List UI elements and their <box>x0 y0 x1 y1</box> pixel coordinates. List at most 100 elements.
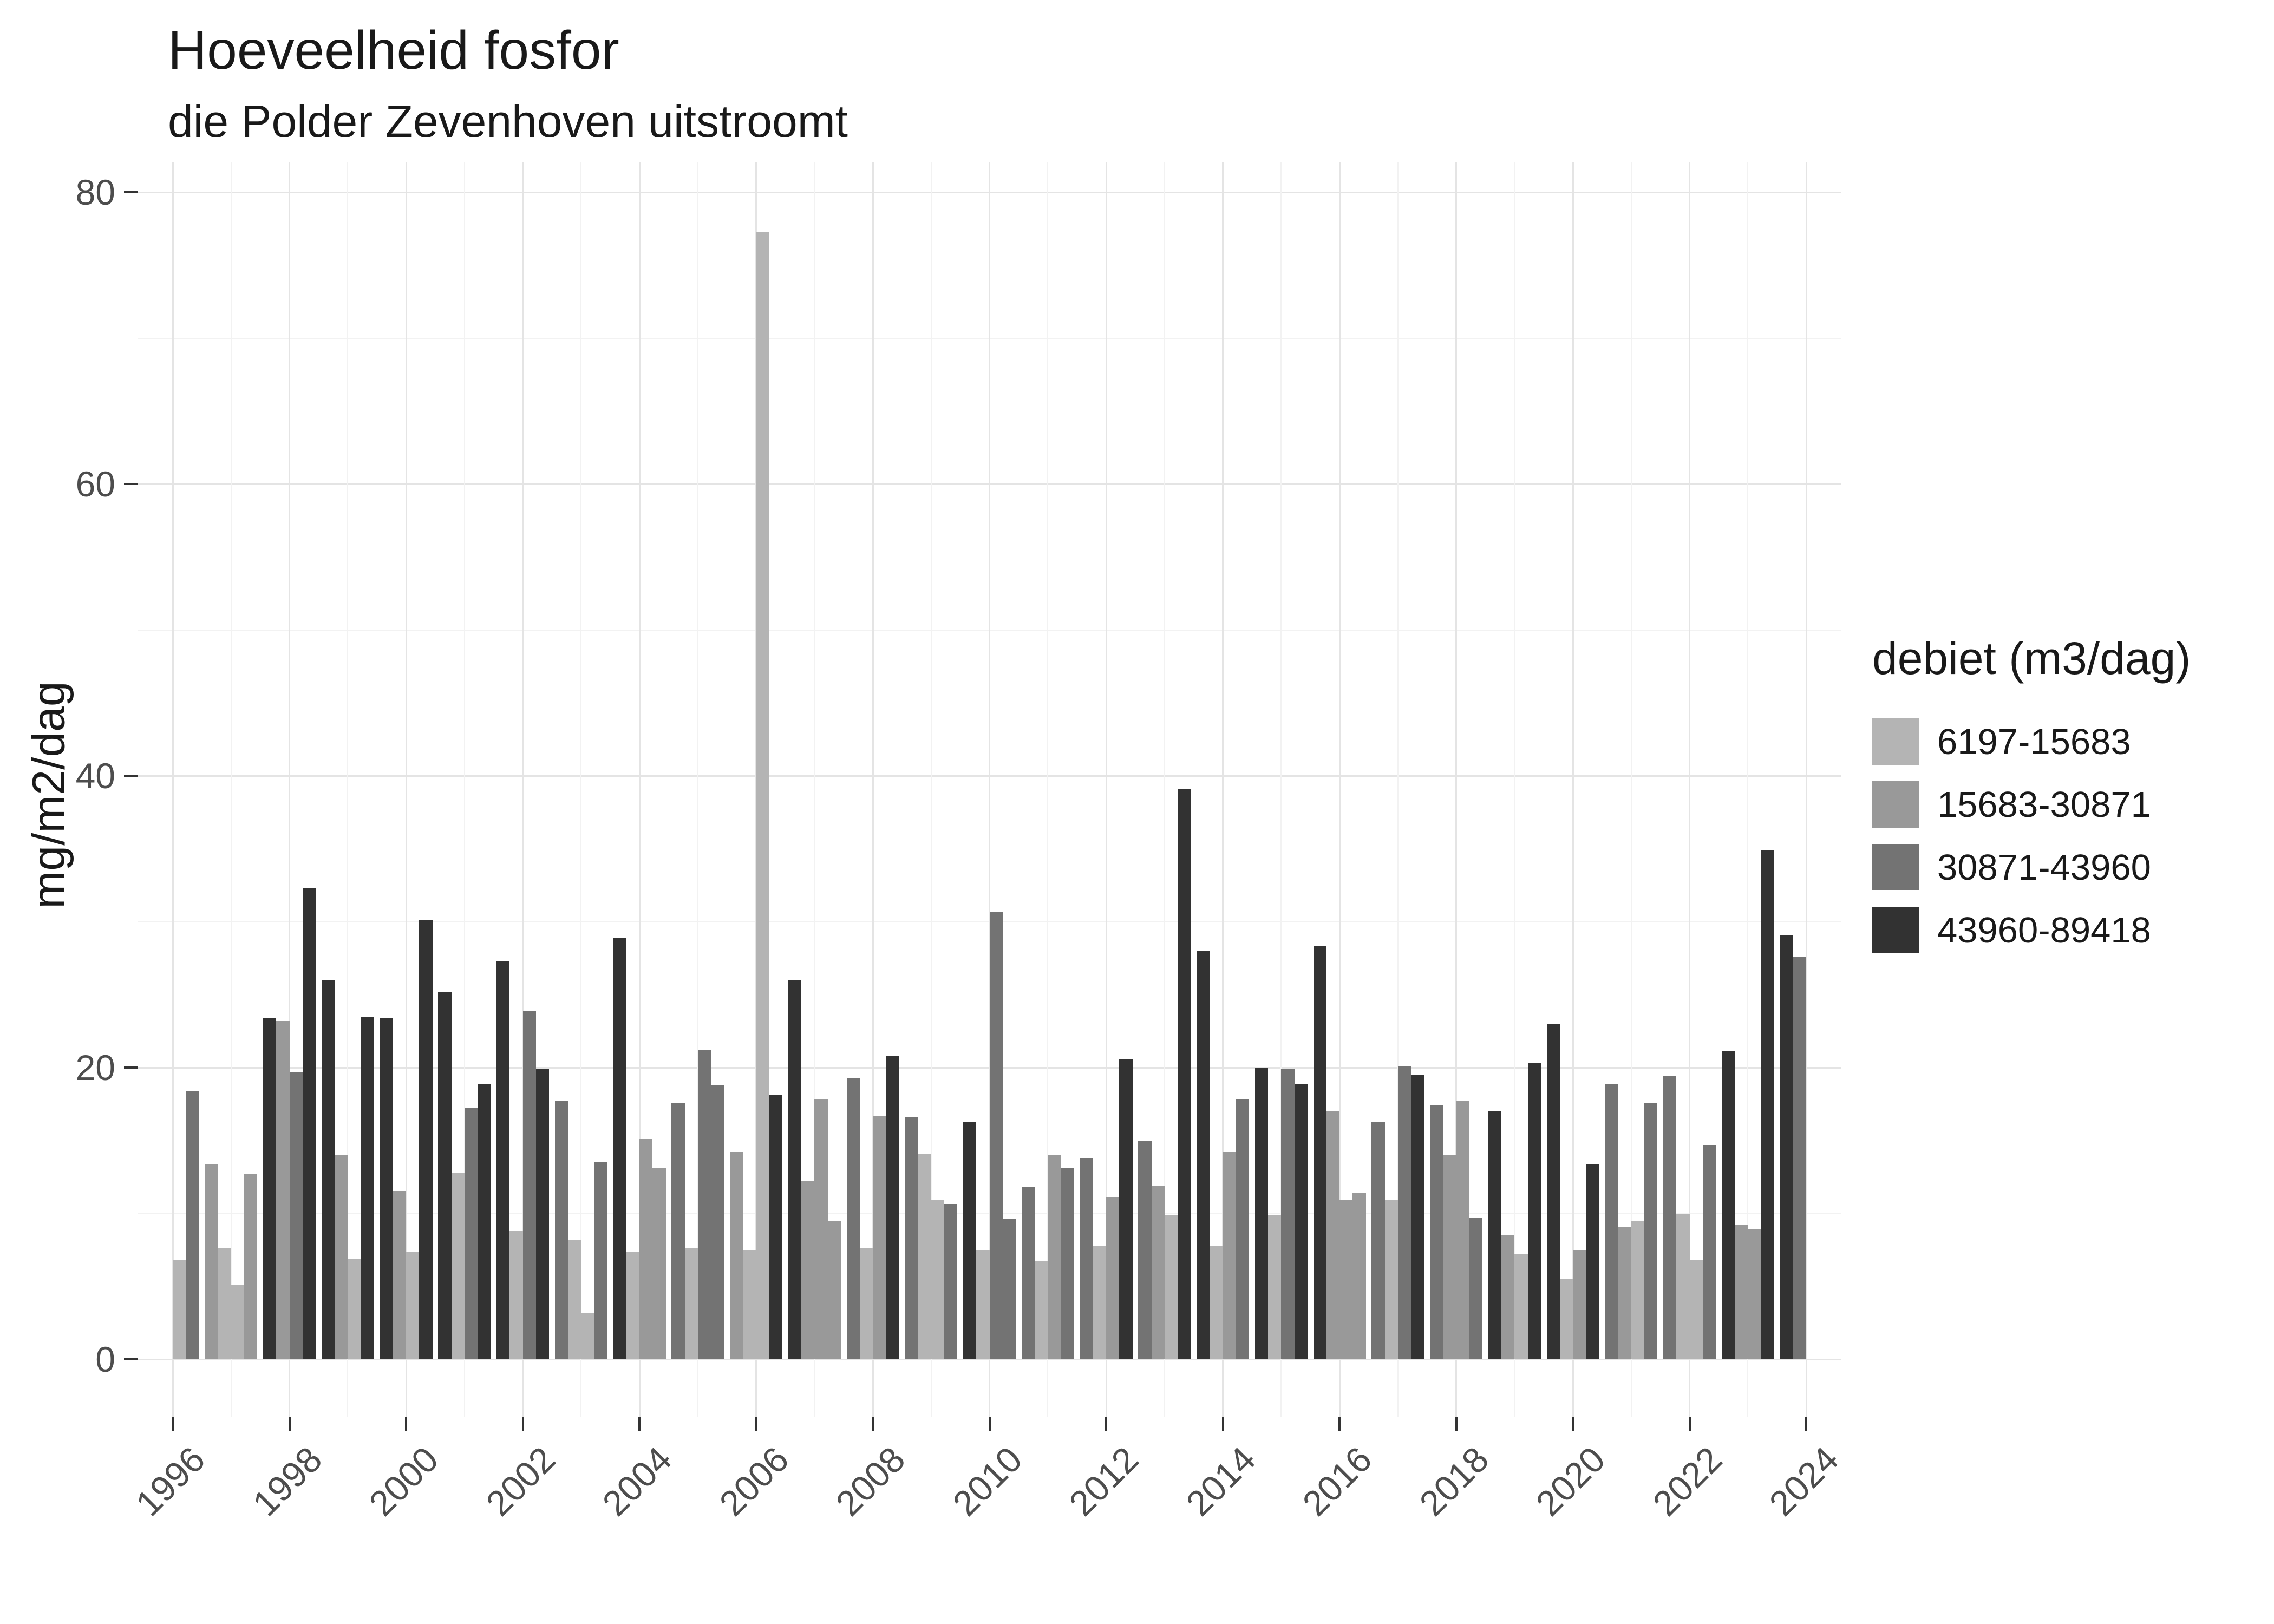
tick-y-40 <box>124 775 138 777</box>
bar-2003-q1 <box>554 1101 568 1359</box>
bar-2012-q4 <box>1119 1058 1133 1359</box>
bar-2013-q4 <box>1178 789 1191 1359</box>
bar-2012-q1 <box>1080 1158 1093 1359</box>
bar-2004-q4 <box>652 1168 666 1359</box>
bar-2019-q2 <box>1501 1235 1515 1359</box>
gridline-x-2024 <box>1805 162 1807 1417</box>
x-tick-label-2010: 2010 <box>944 1439 1029 1524</box>
y-tick-label-60: 60 <box>75 464 115 504</box>
bar-2019-q3 <box>1514 1254 1528 1359</box>
bar-2020-q3 <box>1573 1249 1586 1359</box>
gridline-x-2010 <box>989 162 990 1417</box>
bar-2023-q1 <box>1721 1051 1735 1359</box>
bar-2019-q4 <box>1527 1063 1541 1359</box>
gridline-x-1996 <box>172 162 174 1417</box>
tick-x-2010 <box>988 1417 991 1431</box>
bar-2016-q3 <box>1339 1200 1353 1359</box>
bar-2006-q3 <box>756 231 769 1359</box>
bar-2017-q4 <box>1411 1075 1424 1359</box>
chart-title: Hoeveelheid fosfor <box>168 20 619 81</box>
bar-2013-q2 <box>1151 1186 1165 1359</box>
bar-2007-q3 <box>814 1099 828 1359</box>
gridline-x-2007 <box>814 162 815 1417</box>
bar-2011-q3 <box>1048 1155 1061 1359</box>
tick-y-20 <box>124 1066 138 1069</box>
bar-1998-q4 <box>302 888 316 1359</box>
bar-2006-q2 <box>743 1249 756 1359</box>
x-tick-label-1996: 1996 <box>128 1439 213 1524</box>
bar-2002-q2 <box>509 1230 523 1359</box>
tick-x-2016 <box>1338 1417 1341 1431</box>
tick-x-2000 <box>405 1417 407 1431</box>
bar-2019-q1 <box>1488 1111 1501 1359</box>
bar-2020-q4 <box>1586 1163 1599 1359</box>
bar-2008-q1 <box>846 1077 860 1359</box>
x-tick-label-2014: 2014 <box>1178 1439 1263 1524</box>
gridline-x-2017 <box>1397 162 1399 1417</box>
tick-x-2008 <box>872 1417 874 1431</box>
gridline-x-2014 <box>1222 162 1224 1417</box>
bar-2005-q4 <box>711 1085 724 1359</box>
bar-2006-q4 <box>769 1095 782 1359</box>
x-tick-label-2012: 2012 <box>1061 1439 1146 1524</box>
bar-2003-q4 <box>594 1162 607 1359</box>
bar-2009-q3 <box>931 1200 944 1359</box>
bar-2007-q2 <box>801 1181 815 1359</box>
bar-2001-q1 <box>438 991 452 1359</box>
gridline-x-2016 <box>1338 162 1341 1417</box>
tick-x-2022 <box>1688 1417 1691 1431</box>
bar-2018-q2 <box>1443 1155 1456 1359</box>
legend-key-swatch-3 <box>1872 907 1919 953</box>
bar-2010-q4 <box>1002 1219 1016 1359</box>
legend-entry-label-3: 43960-89418 <box>1937 909 2151 951</box>
bar-2022-q3 <box>1689 1260 1703 1359</box>
bar-1998-q3 <box>289 1072 303 1359</box>
bar-2018-q3 <box>1456 1101 1469 1359</box>
x-tick-label-2024: 2024 <box>1761 1439 1846 1524</box>
y-tick-label-80: 80 <box>75 172 115 212</box>
x-tick-label-2008: 2008 <box>828 1439 913 1524</box>
gridline-x-2011 <box>1047 162 1049 1417</box>
gridline-x-2018 <box>1455 162 1457 1417</box>
bar-1997-q1 <box>205 1163 218 1359</box>
bar-2010-q2 <box>976 1249 990 1359</box>
bar-2000-q3 <box>406 1251 420 1359</box>
bar-2017-q3 <box>1397 1066 1411 1359</box>
bar-1997-q2 <box>218 1248 231 1359</box>
bar-2004-q2 <box>626 1251 639 1359</box>
bar-2021-q2 <box>1618 1226 1631 1359</box>
y-tick-label-0: 0 <box>95 1339 115 1379</box>
bar-1997-q3 <box>231 1285 244 1359</box>
gridline-x-1999 <box>347 162 349 1417</box>
gridline-x-2005 <box>697 162 698 1417</box>
tick-x-2004 <box>638 1417 641 1431</box>
bar-2016-q4 <box>1352 1193 1366 1359</box>
bar-2024-q1 <box>1780 934 1793 1359</box>
legend-key-swatch-2 <box>1872 844 1919 890</box>
gridline-x-2020 <box>1572 162 1574 1417</box>
gridline-x-2009 <box>930 162 932 1417</box>
legend-entry-label-1: 15683-30871 <box>1937 784 2151 825</box>
tick-x-1998 <box>288 1417 291 1431</box>
bar-2011-q2 <box>1035 1261 1048 1359</box>
bar-2013-q3 <box>1164 1215 1178 1359</box>
legend-entry-label-0: 6197-15683 <box>1937 721 2131 762</box>
bar-2001-q3 <box>464 1108 478 1359</box>
gridline-x-2022 <box>1689 162 1690 1417</box>
gridline-x-2000 <box>405 162 407 1417</box>
legend-entry-3: 43960-89418 <box>1872 907 2191 953</box>
bar-2002-q3 <box>522 1010 536 1359</box>
legend-key-swatch-1 <box>1872 781 1919 828</box>
y-tick-label-40: 40 <box>75 756 115 796</box>
tick-y-60 <box>124 483 138 485</box>
tick-x-1996 <box>172 1417 174 1431</box>
plot-panel <box>138 162 1841 1417</box>
bar-2014-q1 <box>1197 951 1210 1359</box>
bar-2008-q4 <box>886 1056 899 1359</box>
bar-2004-q1 <box>613 938 626 1359</box>
bar-2009-q1 <box>905 1117 918 1359</box>
bar-2022-q2 <box>1676 1213 1690 1359</box>
legend-key-swatch-0 <box>1872 718 1919 765</box>
gridline-x-2023 <box>1747 162 1749 1417</box>
gridline-x-2012 <box>1105 162 1107 1417</box>
